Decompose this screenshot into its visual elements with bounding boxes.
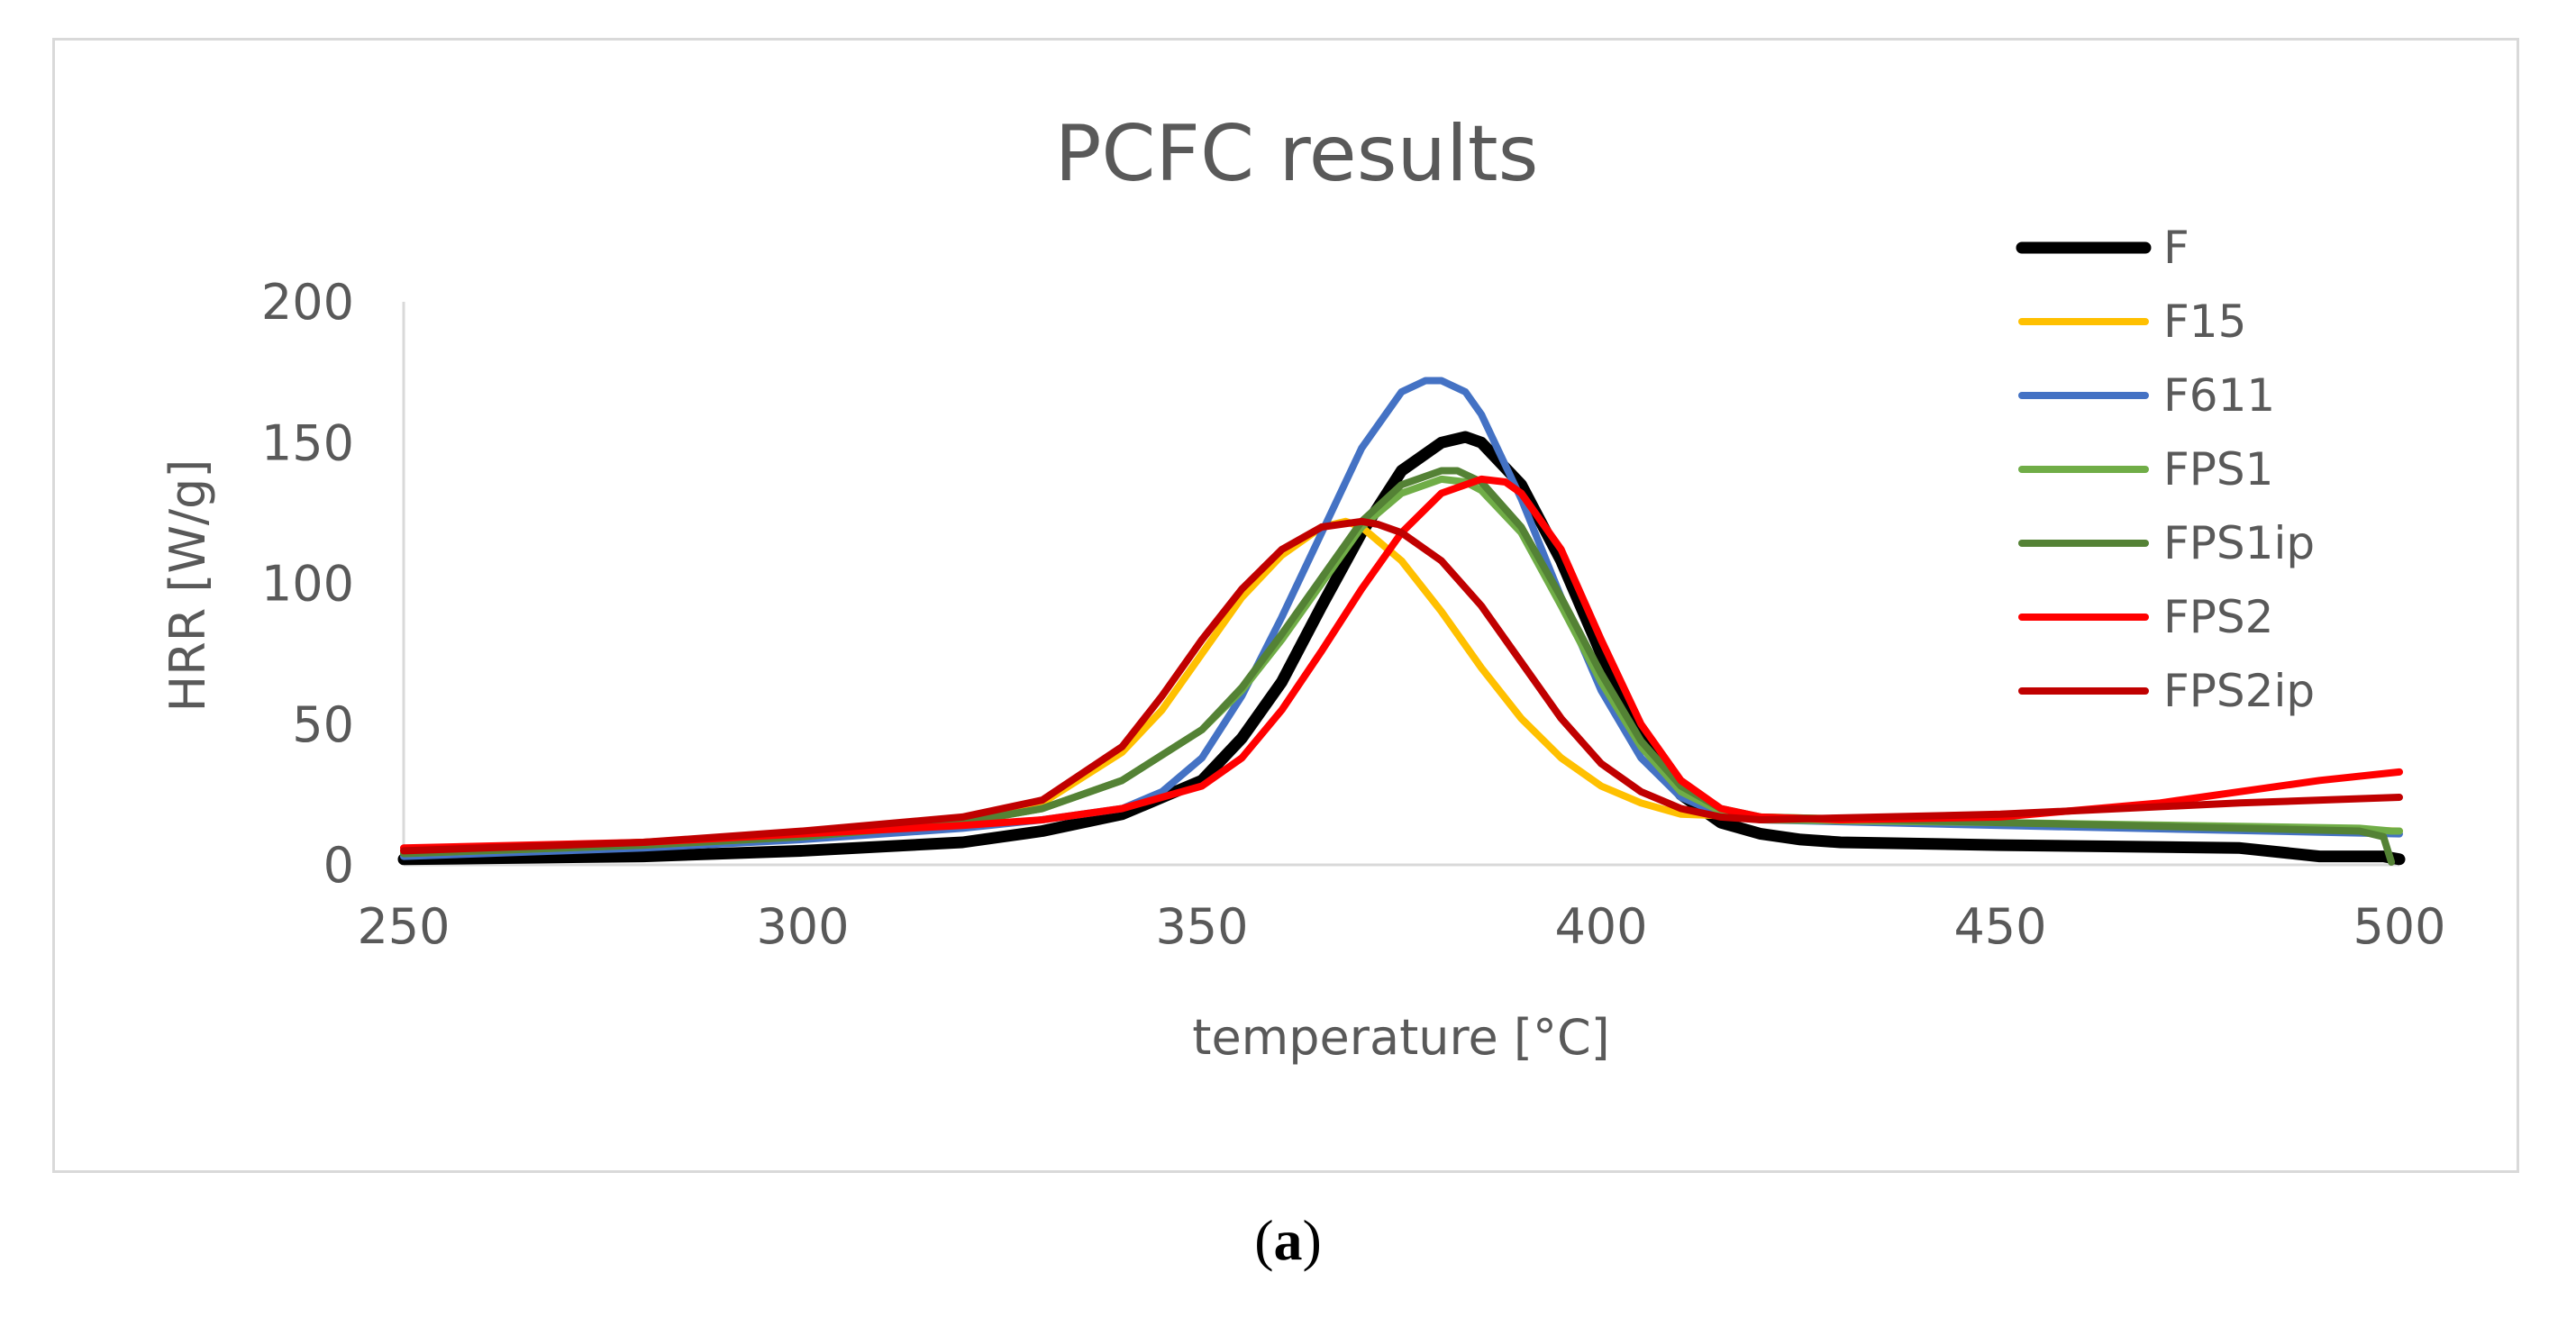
legend-label-fps1ip: FPS1ip: [2163, 517, 2315, 569]
y-tick-label: 100: [261, 556, 354, 613]
x-tick-label: 500: [2353, 898, 2445, 955]
x-tick-label: 350: [1155, 898, 1248, 955]
x-tick-label: 400: [1554, 898, 1647, 955]
figure-caption: (a): [0, 1207, 2576, 1274]
chart-frame: PCFC results 0 50 100 150 200 250 300 350 400 45…: [52, 38, 2519, 1173]
series-line-fps2ip: [400, 517, 2403, 855]
y-tick-label: 50: [292, 696, 354, 753]
legend-label-f: F: [2163, 222, 2189, 274]
y-tick-label: 0: [323, 837, 354, 894]
series-lines: [397, 377, 2406, 866]
x-tick-label: 450: [1953, 898, 2046, 955]
y-tick-label: 200: [261, 274, 354, 331]
legend: F F15 F611 FPS1 FPS1ip FPS2 FPS2ip: [2016, 222, 2315, 717]
series-line-f15: [400, 517, 2403, 855]
x-tick-labels: 250 300 350 400 450 500: [357, 898, 2445, 955]
y-tick-label: 150: [261, 414, 354, 471]
legend-label-fps2: FPS2: [2163, 591, 2273, 643]
legend-label-f611: F611: [2163, 369, 2275, 422]
caption-letter: a: [1273, 1208, 1303, 1272]
y-axis-label: HRR [W/g]: [159, 459, 216, 713]
legend-label-fps1: FPS1: [2163, 443, 2273, 495]
x-axis-label: temperature [°C]: [1192, 1009, 1609, 1066]
x-tick-label: 250: [357, 898, 450, 955]
legend-label-f15: F15: [2163, 295, 2246, 348]
chart-canvas: PCFC results 0 50 100 150 200 250 300 350 400 45…: [159, 109, 2446, 1066]
y-tick-labels: 0 50 100 150 200: [261, 274, 354, 894]
x-tick-label: 300: [756, 898, 849, 955]
caption-close: ): [1302, 1208, 1322, 1272]
legend-label-fps2ip: FPS2ip: [2163, 665, 2315, 717]
series-line-f: [397, 431, 2406, 866]
caption-open: (: [1254, 1208, 1274, 1272]
chart-title: PCFC results: [1055, 109, 1539, 199]
